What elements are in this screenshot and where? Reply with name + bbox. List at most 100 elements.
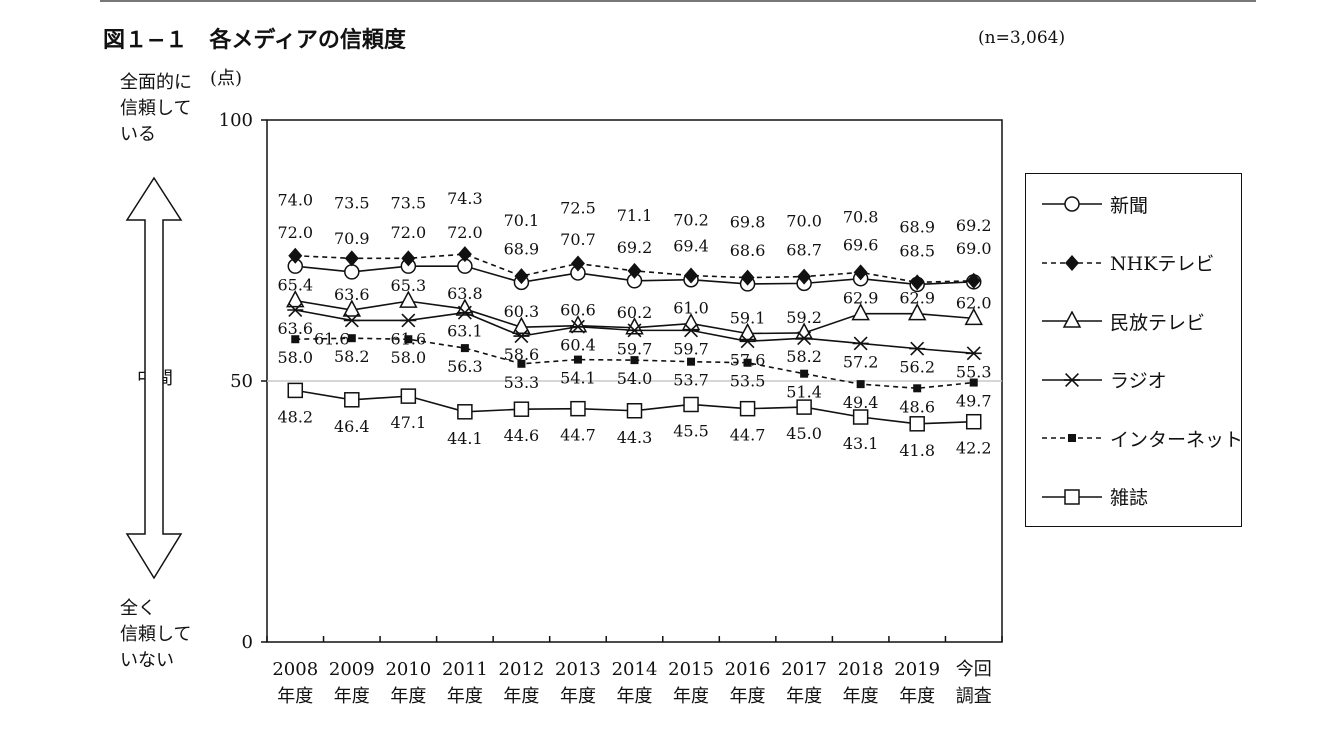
data-point bbox=[852, 409, 869, 425]
data-label: 60.3 bbox=[504, 302, 540, 321]
data-label: 71.1 bbox=[617, 206, 653, 225]
data-point bbox=[965, 413, 982, 430]
data-point bbox=[627, 262, 642, 279]
data-point bbox=[460, 344, 469, 353]
data-label: 69.4 bbox=[673, 237, 709, 256]
data-label: 70.8 bbox=[843, 207, 879, 226]
data-label-layer: 72.0 70.9 72.0 72.0 68.9 70.7 69.2 69.4 68.6 68.7… bbox=[277, 189, 991, 460]
legend-marker bbox=[1068, 434, 1076, 442]
data-label: 74.0 bbox=[277, 191, 313, 210]
data-label: 58.6 bbox=[504, 345, 540, 364]
x-tick-label: 2014 bbox=[612, 659, 658, 680]
data-point bbox=[344, 250, 359, 267]
legend-swatch bbox=[1042, 488, 1102, 505]
data-label: 61.6 bbox=[314, 329, 350, 348]
data-label: 58.2 bbox=[786, 347, 822, 366]
data-point bbox=[739, 334, 756, 349]
series-layer bbox=[286, 246, 983, 432]
data-point bbox=[570, 400, 586, 417]
data-label: 73.5 bbox=[391, 193, 427, 212]
x-tick-label: 2011 bbox=[442, 659, 488, 680]
data-label: 44.7 bbox=[560, 426, 596, 445]
data-label: 73.5 bbox=[334, 193, 370, 212]
legend-label: 新聞 bbox=[1110, 194, 1149, 217]
asterisk-stroke bbox=[684, 323, 699, 338]
legend-label: 民放テレビ bbox=[1110, 311, 1206, 334]
data-point bbox=[517, 359, 526, 368]
legend-item: 新聞 bbox=[1040, 189, 1148, 219]
x-tick-label: 年度 bbox=[277, 686, 313, 707]
data-label: 49.7 bbox=[956, 392, 992, 411]
data-label: 65.3 bbox=[391, 276, 427, 295]
data-point bbox=[399, 290, 418, 308]
data-label: 51.4 bbox=[786, 383, 822, 402]
x-tick-label: 年度 bbox=[390, 686, 426, 707]
x-tick-label: 調査 bbox=[956, 686, 992, 707]
legend-item: インターネット bbox=[1040, 423, 1243, 453]
data-label: 60.2 bbox=[617, 303, 653, 322]
data-point bbox=[513, 401, 530, 417]
data-point bbox=[626, 403, 643, 419]
data-label: 54.0 bbox=[617, 369, 653, 388]
data-point bbox=[851, 303, 870, 321]
data-label: 61.6 bbox=[391, 329, 427, 348]
x-tick-label: 年度 bbox=[560, 686, 596, 707]
data-label: 57.6 bbox=[730, 350, 766, 369]
asterisk-stroke bbox=[288, 303, 303, 317]
data-point bbox=[347, 334, 356, 343]
x-tick-label: 2008 bbox=[272, 659, 318, 680]
data-label: 62.9 bbox=[899, 289, 935, 308]
x-tick-label: 2018 bbox=[838, 659, 884, 680]
data-label: 46.4 bbox=[334, 417, 370, 436]
data-point bbox=[457, 404, 473, 420]
data-point bbox=[910, 274, 925, 291]
x-tick-label: 年度 bbox=[786, 686, 822, 707]
asterisk-stroke bbox=[853, 336, 868, 351]
asterisk-stroke bbox=[740, 334, 755, 349]
data-point bbox=[287, 303, 304, 317]
data-point bbox=[626, 323, 643, 338]
data-point bbox=[457, 246, 472, 263]
legend-label: インターネット bbox=[1110, 428, 1244, 451]
data-point bbox=[909, 341, 926, 356]
asterisk-stroke bbox=[514, 329, 529, 344]
data-point bbox=[401, 250, 416, 267]
data-label: 56.3 bbox=[447, 357, 483, 376]
data-point bbox=[907, 303, 927, 321]
data-label: 53.3 bbox=[504, 373, 540, 392]
data-point bbox=[455, 298, 475, 316]
asterisk-stroke bbox=[401, 313, 416, 328]
data-label: 54.1 bbox=[560, 369, 596, 388]
asterisk-stroke bbox=[570, 319, 585, 334]
data-label: 63.6 bbox=[334, 285, 370, 304]
data-label: 62.9 bbox=[843, 289, 879, 308]
top-caption-line: いる bbox=[120, 124, 156, 145]
data-point bbox=[570, 255, 585, 272]
data-point bbox=[343, 313, 360, 328]
data-label: 58.2 bbox=[334, 347, 370, 366]
data-label: 68.6 bbox=[730, 241, 766, 260]
x-tick-label: 年度 bbox=[673, 686, 709, 707]
legend-item: 雑誌 bbox=[1040, 482, 1148, 512]
legend-swatch bbox=[1042, 254, 1102, 271]
data-point bbox=[513, 329, 530, 344]
data-label: 59.7 bbox=[617, 339, 653, 358]
data-label: 70.2 bbox=[673, 211, 709, 230]
x-tick-label: 年度 bbox=[334, 686, 370, 707]
data-point bbox=[909, 416, 925, 432]
figure-title: 図１−１ 各メディアの信頼度 bbox=[103, 28, 406, 53]
data-point bbox=[400, 388, 417, 404]
data-label: 69.2 bbox=[956, 216, 992, 235]
data-label: 63.8 bbox=[447, 284, 483, 303]
data-label: 70.0 bbox=[786, 212, 822, 231]
unit-label: (点) bbox=[210, 68, 243, 89]
bottom-caption-line: 全く bbox=[120, 598, 156, 619]
data-label: 72.0 bbox=[447, 223, 483, 242]
data-point bbox=[739, 400, 756, 417]
data-label: 70.9 bbox=[334, 229, 370, 248]
legend-swatch bbox=[1042, 434, 1102, 442]
data-label: 44.6 bbox=[504, 426, 540, 445]
top-scale-caption: 全面的に 信頼して いる bbox=[120, 70, 215, 148]
asterisk-stroke bbox=[627, 323, 642, 338]
data-point bbox=[966, 272, 981, 289]
